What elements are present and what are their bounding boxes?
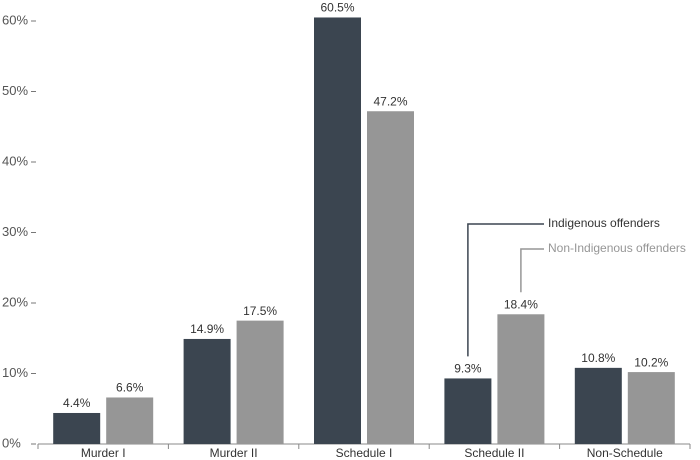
y-tick-label: 10%: [2, 365, 28, 380]
y-tick-label: 60%: [2, 12, 28, 27]
bar: [444, 378, 492, 444]
y-tick-label: 20%: [2, 294, 28, 309]
value-label: 4.4%: [63, 396, 91, 410]
bar: [183, 338, 231, 444]
x-tick-label: Murder I: [81, 446, 126, 460]
y-tick-label: 0%: [2, 435, 21, 450]
bar: [497, 314, 545, 444]
value-label: 10.8%: [581, 351, 615, 365]
y-tick-label: 50%: [2, 83, 28, 98]
bar: [236, 320, 284, 444]
legend-leader: [520, 248, 544, 293]
value-label: 9.3%: [454, 362, 482, 376]
y-tick-label: 30%: [2, 224, 28, 239]
legend-label: Non-Indigenous offenders: [548, 241, 686, 255]
value-label: 10.2%: [634, 355, 668, 369]
y-tick-label: 40%: [2, 153, 28, 168]
value-label: 17.5%: [243, 304, 277, 318]
value-label: 6.6%: [116, 381, 144, 395]
legend-label: Indigenous offenders: [548, 216, 660, 230]
x-tick-label: Schedule II: [464, 446, 524, 460]
x-tick-label: Murder II: [210, 446, 258, 460]
bar: [627, 372, 675, 444]
bar: [574, 367, 622, 444]
bar: [53, 412, 101, 444]
value-label: 18.4%: [504, 297, 538, 311]
bar: [106, 397, 154, 444]
legend-leader: [467, 223, 544, 357]
x-tick-label: Non-Schedule: [587, 446, 663, 460]
bar: [314, 17, 361, 444]
bar: [367, 111, 414, 445]
value-label: 47.2%: [373, 94, 407, 108]
value-label: 14.9%: [190, 322, 224, 336]
value-label: 60.5%: [320, 1, 354, 15]
x-tick-label: Schedule I: [336, 446, 393, 460]
